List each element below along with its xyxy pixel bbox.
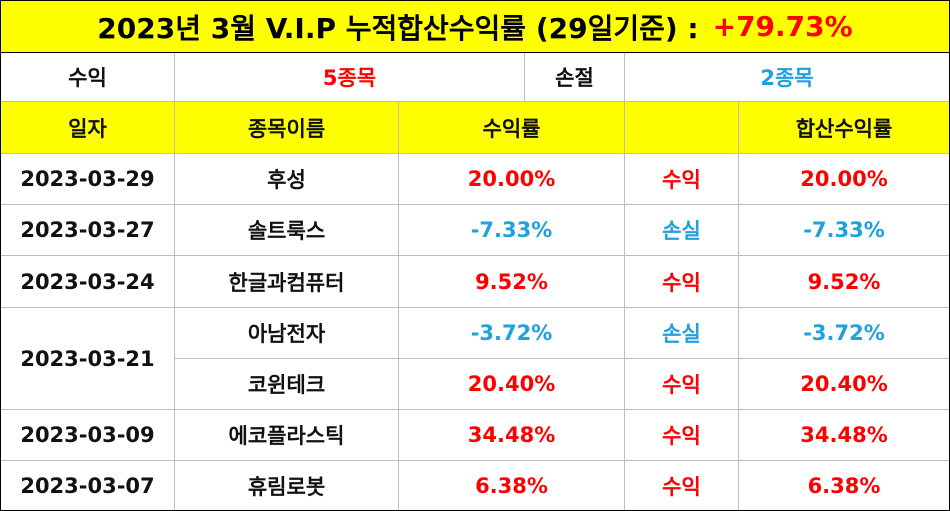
- table-row: 2023-03-07 휴림로봇 6.38% 수익 6.38%: [1, 461, 949, 510]
- row-rate: -3.72%: [399, 308, 625, 359]
- table-row: 2023-03-29 후성 20.00% 수익 20.00%: [1, 154, 949, 205]
- row-cumulative: 34.48%: [739, 410, 949, 461]
- row-status: 수익: [625, 410, 739, 461]
- row-cumulative: -7.33%: [739, 205, 949, 256]
- row-status: 수익: [625, 359, 739, 410]
- row-status: 수익: [625, 154, 739, 205]
- row-stock-name: 코윈테크: [175, 359, 399, 410]
- profit-count-label: 수익: [1, 53, 175, 102]
- row-rate: 6.38%: [399, 461, 625, 510]
- loss-count-value: 2종목: [625, 53, 949, 102]
- header-rate: 수익률: [399, 102, 625, 154]
- row-cumulative: 9.52%: [739, 256, 949, 308]
- row-stock-name: 에코플라스틱: [175, 410, 399, 461]
- title-bar: 2023년 3월 V.I.P 누적합산수익률 (29일기준) : +79.73%: [1, 1, 949, 53]
- row-status: 손실: [625, 308, 739, 359]
- header-status: [625, 102, 739, 154]
- row-status: 수익: [625, 256, 739, 308]
- row-date: 2023-03-27: [1, 205, 175, 256]
- header-name: 종목이름: [175, 102, 399, 154]
- row-stock-name: 한글과컴퓨터: [175, 256, 399, 308]
- row-rate: 34.48%: [399, 410, 625, 461]
- title-cell: 2023년 3월 V.I.P 누적합산수익률 (29일기준) : +79.73%: [1, 1, 949, 52]
- row-cumulative: 6.38%: [807, 473, 881, 498]
- row-status: 수익: [625, 461, 739, 510]
- row-date: 2023-03-07: [1, 461, 175, 510]
- row-stock-name: 솔트룩스: [175, 205, 399, 256]
- table-row: 코윈테크 20.40% 수익 20.40%: [1, 359, 949, 410]
- total-return-value: +79.73%: [712, 10, 853, 43]
- table-row: 2023-03-27 솔트룩스 -7.33% 손실 -7.33%: [1, 205, 949, 256]
- table-row: 2023-03-24 한글과컴퓨터 9.52% 수익 9.52%: [1, 256, 949, 308]
- header-date: 일자: [1, 102, 175, 154]
- row-stock-name: 후성: [175, 154, 399, 205]
- row-date: 2023-03-29: [1, 154, 175, 205]
- summary-row: 수익 5종목 손절 2종목: [1, 53, 949, 102]
- row-rate: 9.52%: [399, 256, 625, 308]
- table-row: 아남전자 -3.72% 손실 -3.72%: [1, 308, 949, 359]
- row-rate: 20.40%: [399, 359, 625, 410]
- row-cumulative: 20.00%: [739, 154, 949, 205]
- row-stock-name: 아남전자: [175, 308, 399, 359]
- row-rate: -7.33%: [399, 205, 625, 256]
- row-stock-name: 휴림로봇: [175, 461, 399, 510]
- profit-count-value: 5종목: [175, 53, 525, 102]
- title-text: 2023년 3월 V.I.P 누적합산수익률 (29일기준) :: [97, 11, 699, 45]
- table-header: 일자 종목이름 수익률 합산수익률: [1, 102, 949, 154]
- row-cumulative: 20.40%: [739, 359, 949, 410]
- row-status: 손실: [625, 205, 739, 256]
- row-cumulative: -3.72%: [739, 308, 949, 359]
- row-rate: 20.00%: [399, 154, 625, 205]
- row-date-merged: 2023-03-21: [1, 308, 175, 410]
- row-date: 2023-03-09: [1, 410, 175, 461]
- loss-count-label: 손절: [525, 53, 625, 102]
- header-cumulative: 합산수익률: [739, 102, 949, 154]
- row-date: 2023-03-24: [1, 256, 175, 308]
- table-row: 2023-03-09 에코플라스틱 34.48% 수익 34.48%: [1, 410, 949, 461]
